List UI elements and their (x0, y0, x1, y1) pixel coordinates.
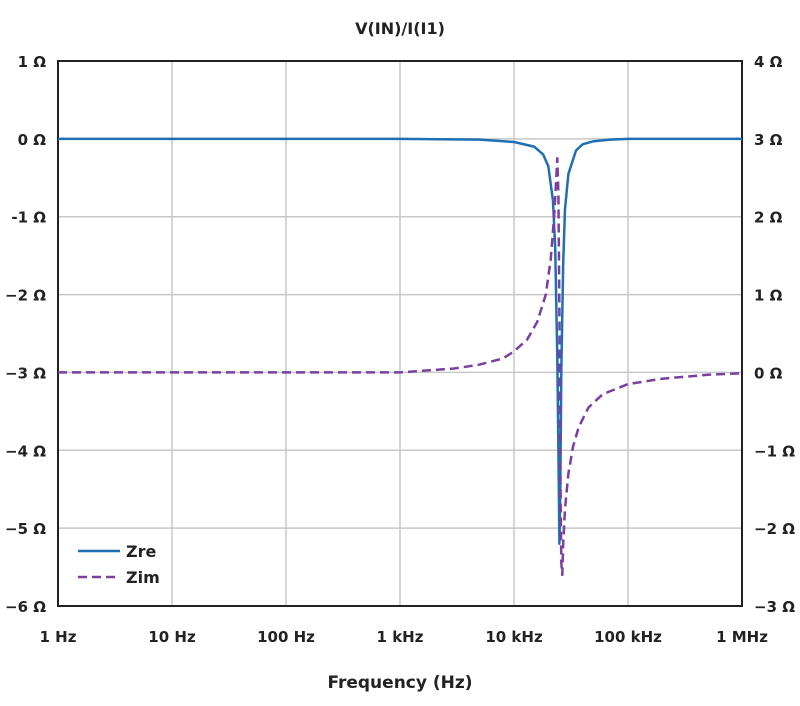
y-right-tick-label: −2 Ω (754, 520, 795, 538)
legend: Zre Zim (78, 542, 160, 587)
y-right-tick-label: 3 Ω (754, 131, 783, 149)
y-right-tick-label: 4 Ω (754, 53, 783, 71)
y-left-tick-label: −2 Ω (5, 287, 46, 305)
y-left-tick-label: −5 Ω (5, 520, 46, 538)
x-tick-label: 1 kHz (377, 628, 424, 646)
chart-title: V(IN)/I(I1) (355, 19, 445, 38)
x-tick-labels: 1 Hz 10 Hz 100 Hz 1 kHz 10 kHz 100 kHz 1 MHz (40, 628, 769, 646)
y-right-tick-label: −1 Ω (754, 442, 795, 460)
plot-frame (57, 60, 743, 607)
legend-label-zim: Zim (126, 568, 160, 587)
x-tick-label: 100 kHz (594, 628, 662, 646)
series-zre-line (58, 137, 742, 545)
x-tick-label: 10 kHz (485, 628, 543, 646)
legend-label-zre: Zre (126, 542, 156, 561)
y-right-tick-labels: 4 Ω 3 Ω 2 Ω 1 Ω 0 Ω −1 Ω −2 Ω −3 Ω (754, 53, 795, 616)
series-zim-line (58, 157, 743, 577)
y-left-tick-label: −6 Ω (5, 598, 46, 616)
x-tick-label: 100 Hz (257, 628, 315, 646)
y-right-tick-label: 0 Ω (754, 364, 783, 382)
y-left-tick-label: 1 Ω (18, 53, 47, 71)
y-right-tick-label: 1 Ω (754, 287, 783, 305)
x-tick-label: 1 Hz (40, 628, 77, 646)
y-right-tick-label: −3 Ω (754, 598, 795, 616)
y-left-tick-label: −4 Ω (5, 442, 46, 460)
y-left-tick-labels: 1 Ω 0 Ω -1 Ω −2 Ω −3 Ω −4 Ω −5 Ω −6 Ω (5, 53, 46, 616)
y-left-tick-label: 0 Ω (18, 131, 47, 149)
y-right-tick-label: 2 Ω (754, 209, 783, 227)
x-tick-label: 10 Hz (148, 628, 196, 646)
grid (58, 61, 742, 606)
y-left-tick-label: −3 Ω (5, 364, 46, 382)
series-layer (58, 137, 743, 577)
x-axis-label: Frequency (Hz) (327, 673, 472, 693)
y-left-tick-label: -1 Ω (11, 209, 46, 227)
x-tick-label: 1 MHz (716, 628, 768, 646)
